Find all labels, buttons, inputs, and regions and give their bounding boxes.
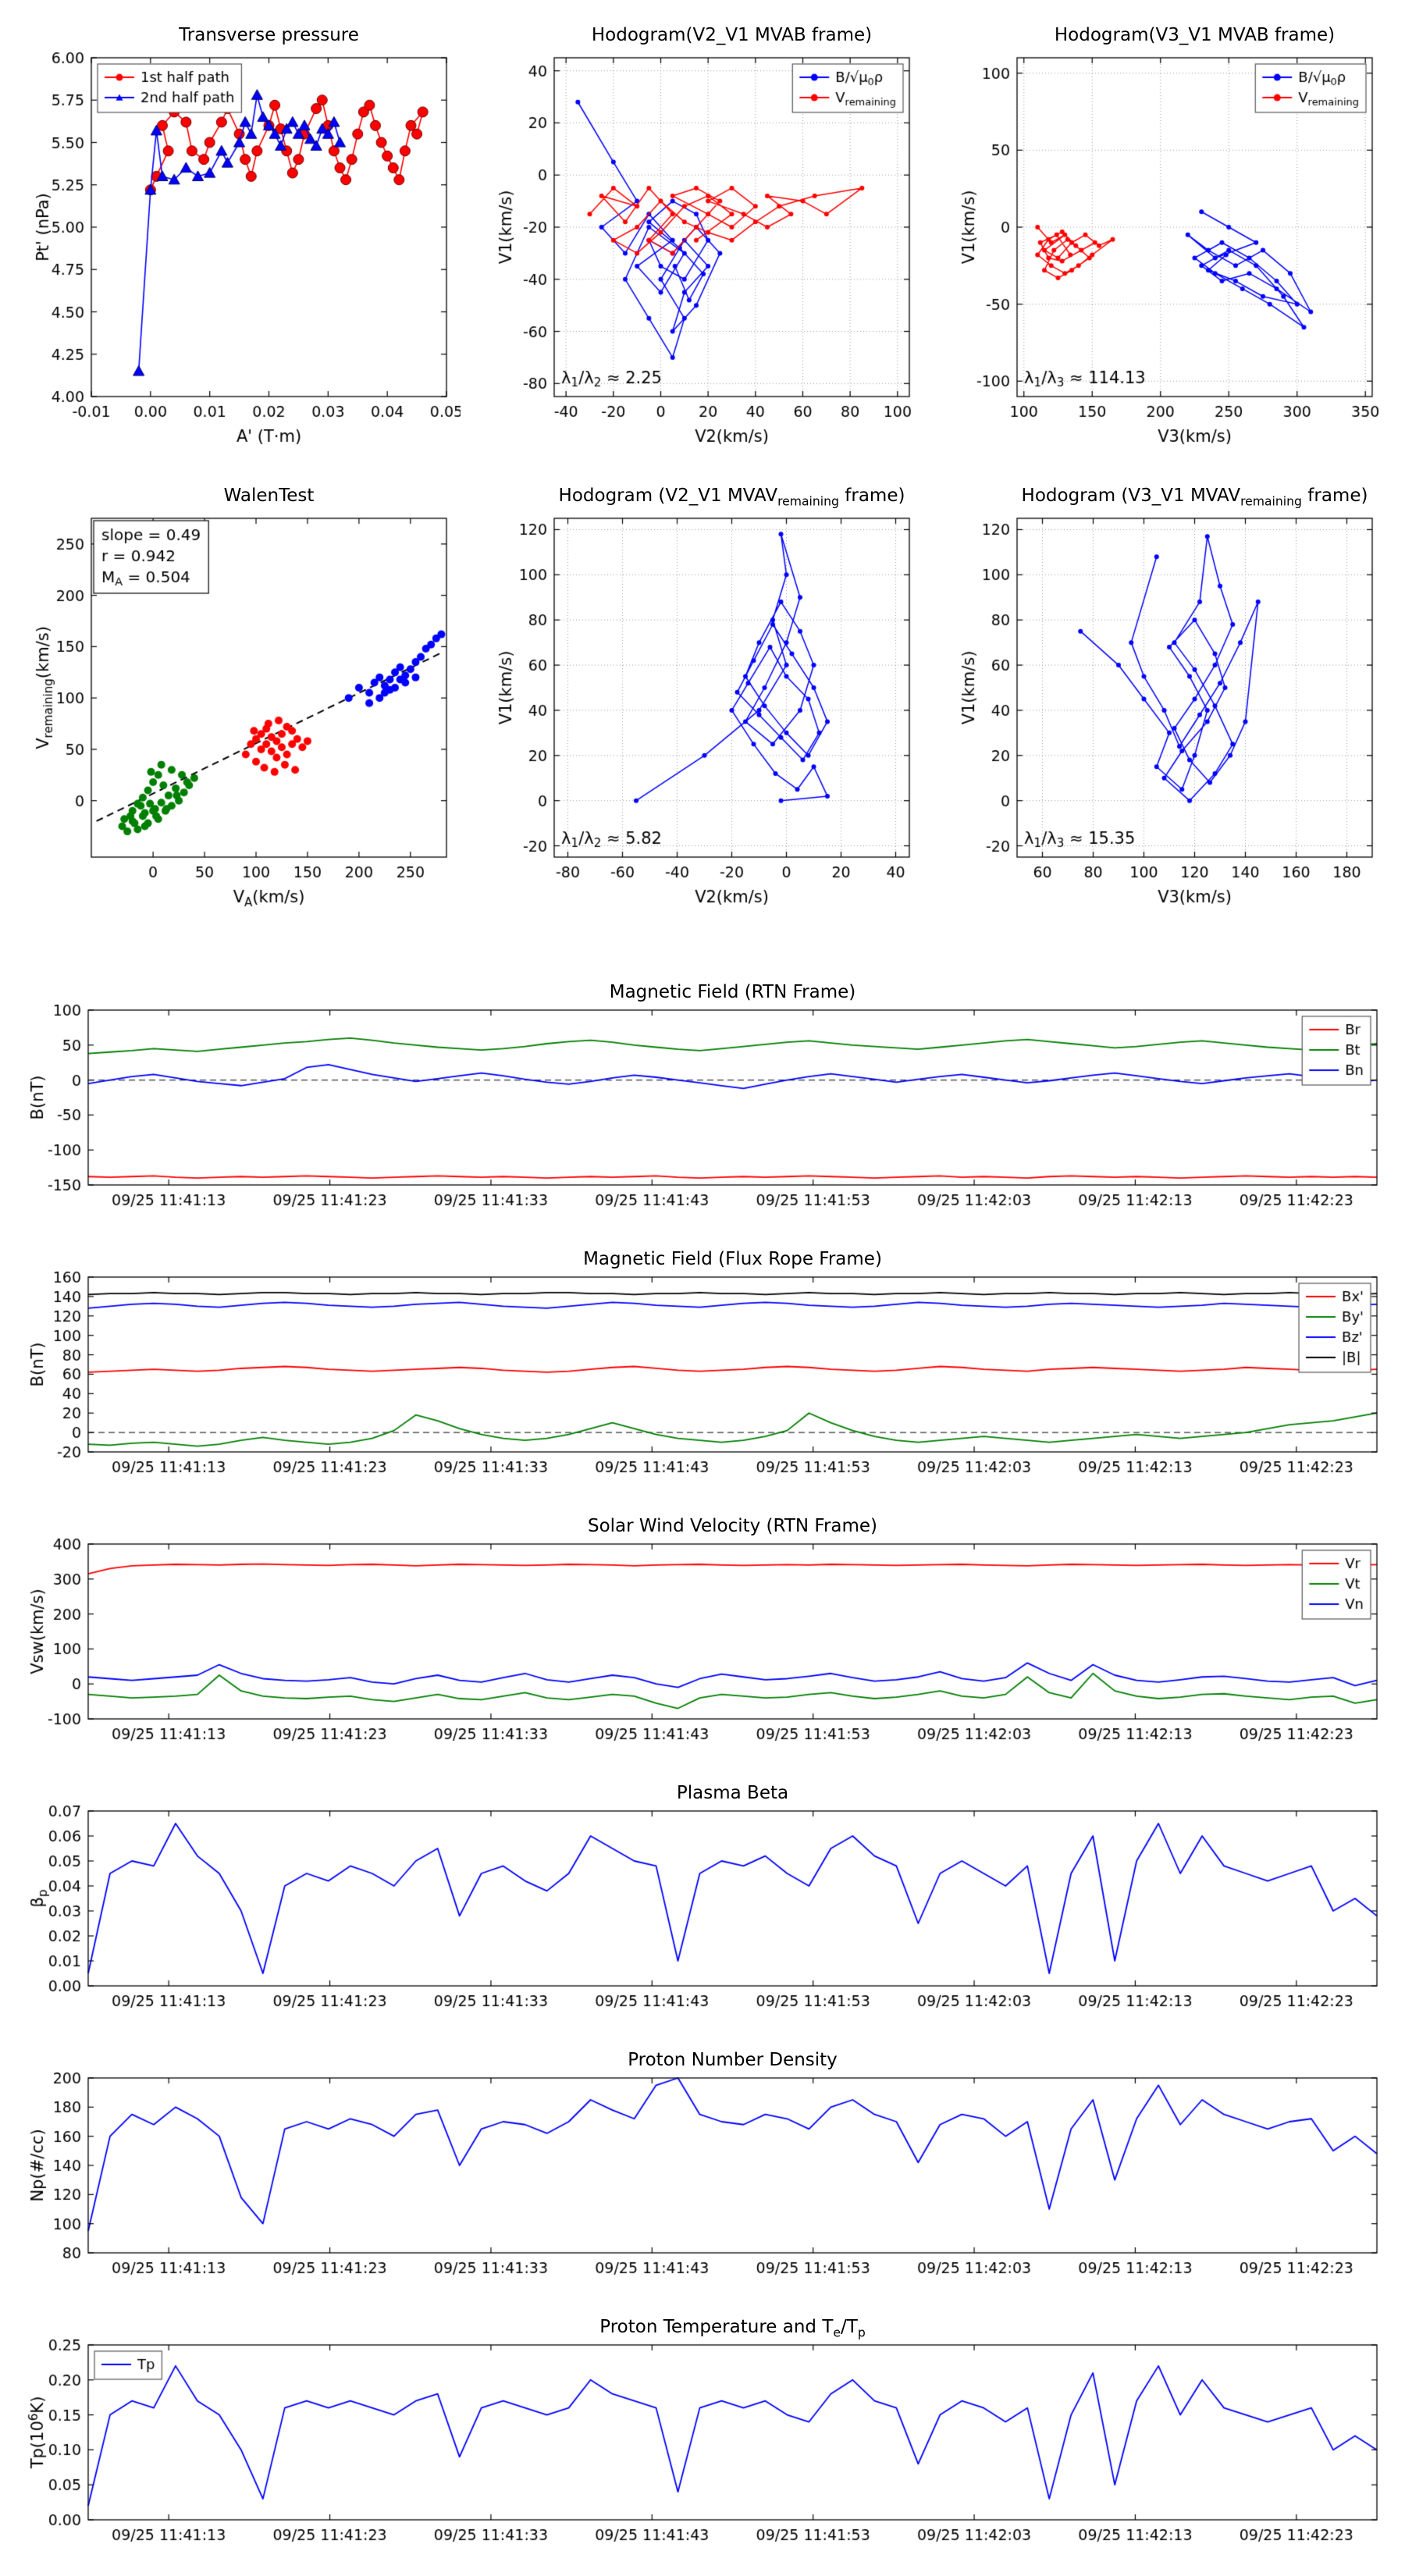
chart-hodogram-v3v1-mvab: Hodogram(V3_V1 MVAB frame)	[945, 17, 1386, 454]
chart-hodogram-v2v1-mvab: Hodogram(V2_V1 MVAB frame)	[482, 17, 923, 454]
chart-plasma-beta: Plasma Beta	[14, 1775, 1391, 2033]
magnetic-field-rtn-canvas	[14, 974, 1391, 1232]
proton-temperature-canvas	[14, 2309, 1391, 2567]
chart-solar-wind-velocity: Solar Wind Velocity (RTN Frame)	[14, 1508, 1391, 1766]
chart-walen-test: WalenTest	[20, 478, 461, 915]
plasma-beta-canvas	[14, 1775, 1391, 2033]
chart-title-transverse-pressure: Transverse pressure	[179, 25, 359, 45]
chart-title-plasma-beta: Plasma Beta	[676, 1783, 789, 1803]
magnetic-field-flux-rope-canvas	[14, 1241, 1391, 1499]
chart-title-hodogram-v3v1-mvab: Hodogram(V3_V1 MVAB frame)	[1054, 25, 1336, 45]
chart-title-solar-wind-velocity: Solar Wind Velocity (RTN Frame)	[587, 1516, 878, 1536]
hodogram-v2v1-mvav-canvas	[482, 478, 923, 915]
chart-title-hodogram-v3v1-mvav: Hodogram (V3_V1 MVAVremaining frame)	[1021, 486, 1368, 509]
hodogram-v3v1-mvav-canvas	[945, 478, 1386, 915]
walen-test-canvas	[20, 478, 461, 915]
solar-wind-velocity-canvas	[14, 1508, 1391, 1766]
chart-hodogram-v3v1-mvav: Hodogram (V3_V1 MVAVremaining frame)	[945, 478, 1386, 915]
proton-number-density-canvas	[14, 2042, 1391, 2300]
chart-magnetic-field-rtn: Magnetic Field (RTN Frame)	[14, 974, 1391, 1232]
chart-title-hodogram-v2v1-mvav: Hodogram (V2_V1 MVAVremaining frame)	[558, 486, 905, 509]
hodogram-v3v1-mvab-canvas	[945, 17, 1386, 454]
chart-transverse-pressure: Transverse pressure	[20, 17, 461, 454]
chart-magnetic-field-flux-rope: Magnetic Field (Flux Rope Frame)	[14, 1241, 1391, 1499]
chart-title-magnetic-field-flux-rope: Magnetic Field (Flux Rope Frame)	[583, 1249, 882, 1269]
chart-title-magnetic-field-rtn: Magnetic Field (RTN Frame)	[609, 982, 856, 1002]
chart-proton-temperature: Proton Temperature and Te/Tp	[14, 2309, 1391, 2567]
transverse-pressure-canvas	[20, 17, 461, 454]
chart-title-hodogram-v2v1-mvab: Hodogram(V2_V1 MVAB frame)	[591, 25, 873, 45]
chart-title-walen-test: WalenTest	[223, 486, 315, 506]
chart-title-proton-number-density: Proton Number Density	[628, 2050, 838, 2070]
chart-proton-number-density: Proton Number Density	[14, 2042, 1391, 2300]
hodogram-v2v1-mvab-canvas	[482, 17, 923, 454]
chart-title-proton-temperature: Proton Temperature and Te/Tp	[599, 2317, 866, 2340]
chart-hodogram-v2v1-mvav: Hodogram (V2_V1 MVAVremaining frame)	[482, 478, 923, 915]
